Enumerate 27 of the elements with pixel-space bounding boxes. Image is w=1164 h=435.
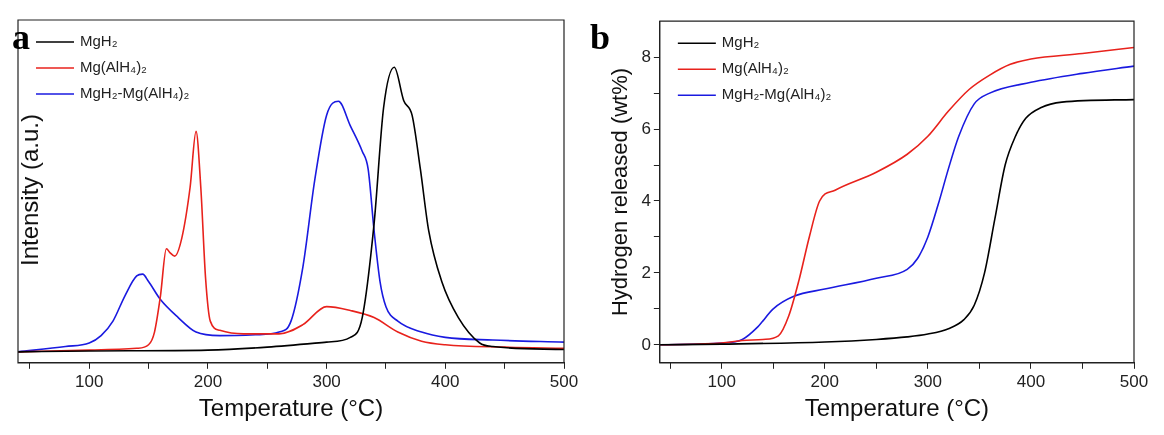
y-tick-label: 4: [641, 190, 651, 210]
x-tick-label: 200: [810, 371, 839, 391]
text: b: [590, 17, 611, 58]
x-tick-label: 500: [1119, 371, 1149, 391]
legend-label: MgH₂-Mg(AlH₄)₂: [721, 85, 832, 103]
legend-label: MgH₂-Mg(AlH₄)₂: [80, 84, 190, 102]
x-tick-label: 500: [549, 371, 579, 391]
x-tick-label: 300: [913, 371, 943, 391]
x-tick-label: 400: [1016, 371, 1046, 391]
legend-label: Mg(AlH₄)₂: [721, 59, 789, 77]
y-tick-label: 2: [641, 262, 651, 282]
text: a: [12, 17, 30, 58]
x-axis-title: Temperature (°C): [198, 394, 384, 422]
y-tick-label: 8: [641, 46, 651, 66]
x-tick-label: 300: [312, 371, 341, 391]
y-tick-label: 6: [641, 118, 651, 138]
legend-label: MgH₂: [80, 32, 118, 50]
x-tick-label: 200: [193, 371, 223, 391]
x-axis-title: Temperature (°C): [804, 394, 990, 422]
x-tick-label: 100: [707, 371, 736, 391]
x-tick-label: 400: [431, 371, 460, 391]
legend-label: MgH₂: [721, 33, 760, 51]
x-tick-label: 100: [75, 371, 104, 391]
y-tick-label: 0: [641, 334, 651, 354]
legend-label: Mg(AlH₄)₂: [80, 58, 148, 76]
y-axis-title: Hydrogen released (wt%): [607, 67, 633, 317]
y-axis-title: Intensity (a.u.): [16, 113, 44, 267]
